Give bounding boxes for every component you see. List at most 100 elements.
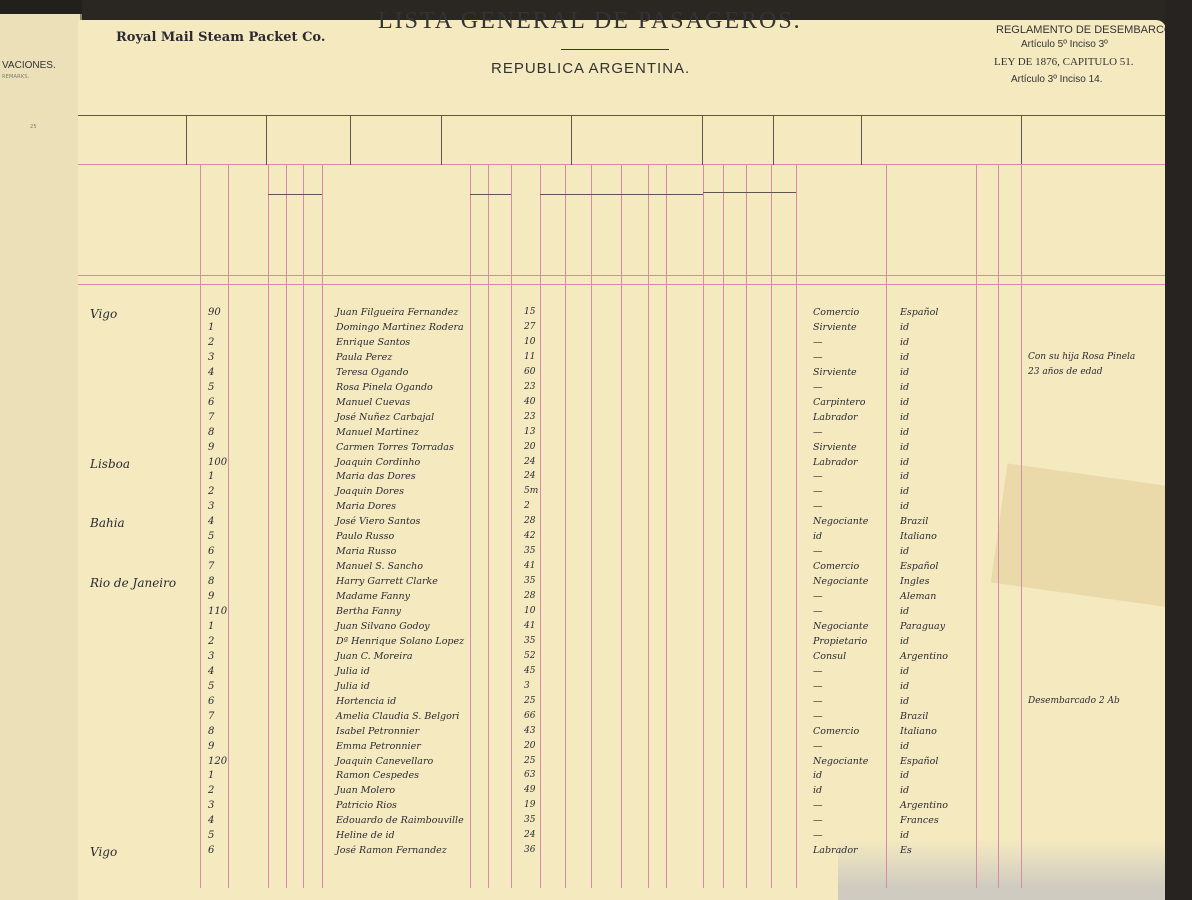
passenger-name: Rosa Pinela Ogando <box>336 381 433 393</box>
nationality: id <box>900 441 910 453</box>
profession: — <box>813 710 823 722</box>
nationality: Español <box>900 755 939 767</box>
order-number: 1 <box>208 770 215 782</box>
profession: Comercio <box>813 725 860 737</box>
passenger-age: 25 <box>524 755 536 766</box>
passenger-age: 42 <box>524 531 536 542</box>
profession: Negociante <box>813 755 869 767</box>
passenger-age: 63 <box>524 770 536 781</box>
header-bottom-rule <box>78 275 1166 276</box>
order-number: 100 <box>208 456 228 468</box>
passenger-age: 66 <box>524 710 536 721</box>
passenger-name: Amelia Claudia S. Belgori <box>336 710 460 722</box>
passenger-age: 10 <box>524 336 536 347</box>
nationality: Brazil <box>900 710 929 722</box>
table-row: 9 Madame Fanny 28 — Aleman <box>78 591 1166 606</box>
profession: Consul <box>813 650 847 662</box>
profession: — <box>813 426 823 438</box>
nationality: id <box>900 680 910 692</box>
order-number: 5 <box>208 381 215 393</box>
order-number: 120 <box>208 755 228 767</box>
order-number: 5 <box>208 531 215 543</box>
table-row: 2 Dª Henrique Solano Lopez 35 Propietario id <box>78 636 1166 651</box>
nationality: id <box>900 471 910 483</box>
order-number: 9 <box>208 441 215 453</box>
nationality: id <box>900 665 910 677</box>
ship-table-bottom-rule <box>78 164 1166 165</box>
nationality: id <box>900 635 910 647</box>
order-number: 9 <box>208 591 215 603</box>
nationality: id <box>900 456 910 468</box>
table-row: 1 Domingo Martinez Rodera 27 Sirviente id <box>78 322 1166 337</box>
port-of-embarkation: Rio de Janeiro <box>90 576 177 591</box>
order-number: 2 <box>208 486 215 498</box>
passenger-name: Carmen Torres Torradas <box>336 441 454 453</box>
estado-group-rule <box>540 194 621 195</box>
table-row: 1 Juan Silvano Godoy 41 Negociante Paraguay <box>78 621 1166 636</box>
table-row: 2 Joaquin Dores 5m — id <box>78 486 1166 501</box>
left-page-number: 25 <box>30 124 37 130</box>
passenger-age: 2 <box>524 501 530 512</box>
profession: — <box>813 591 823 603</box>
table-row: 2 Juan Molero 49 id id <box>78 785 1166 800</box>
torn-edge <box>838 840 1192 900</box>
left-page-label: VACIONES. <box>2 60 56 71</box>
profession: Negociante <box>813 620 869 632</box>
passenger-age: 27 <box>524 321 536 332</box>
table-row: 6 Maria Russo 35 — id <box>78 546 1166 561</box>
column-rule <box>268 164 269 888</box>
nationality: id <box>900 695 910 707</box>
column-rule <box>771 164 772 888</box>
order-number: 1 <box>208 321 215 333</box>
passenger-name: Juan Filgueira Fernandez <box>336 307 459 318</box>
passenger-name: Manuel Martinez <box>336 426 419 438</box>
order-number: 110 <box>208 606 228 617</box>
port-of-embarkation: Vigo <box>90 307 118 321</box>
order-number: 3 <box>208 800 215 812</box>
order-number: 4 <box>208 516 215 528</box>
title-rule <box>561 49 669 50</box>
column-rule <box>976 164 977 888</box>
passenger-age: 10 <box>524 606 536 616</box>
passenger-name: Patricio Rios <box>336 800 397 812</box>
table-row: Vigo 90 Juan Filgueira Fernandez 15 Comercio… <box>78 307 1166 322</box>
table-row: 120 Joaquin Canevellaro 25 Negociante Españo… <box>78 756 1166 771</box>
left-page: VACIONES. REMARKS. 25 <box>0 14 82 900</box>
passenger-name: Madame Fanny <box>336 591 411 603</box>
table-row: 2 Enrique Santos 10 — id <box>78 337 1166 352</box>
passenger-name: Dª Henrique Solano Lopez <box>336 635 465 647</box>
table-row: 3 Maria Dores 2 — id <box>78 501 1166 516</box>
passenger-age: 41 <box>524 620 536 631</box>
religion-group-rule <box>621 194 703 195</box>
order-number: 5 <box>208 680 215 692</box>
passenger-age: 35 <box>524 635 536 646</box>
order-number: 2 <box>208 785 215 797</box>
passenger-name: José Ramon Fernandez <box>336 845 447 857</box>
table-row: 4 Edouardo de Raimbouville 35 — Frances <box>78 815 1166 830</box>
remark-text: Con su hija Rosa Pinela <box>1028 351 1136 362</box>
nationality: id <box>900 381 910 393</box>
passenger-name: Enrique Santos <box>336 336 411 348</box>
passenger-name: Isabel Petronnier <box>336 725 420 737</box>
passenger-age: 15 <box>524 307 536 317</box>
column-rule <box>998 164 999 888</box>
scan-edge <box>1165 0 1192 900</box>
table-row: 5 Heline de id 24 — id <box>78 830 1166 845</box>
profession: id <box>813 785 823 797</box>
nationality: id <box>900 740 910 752</box>
passenger-age: 49 <box>524 785 536 796</box>
profession: — <box>813 800 823 812</box>
nationality: id <box>900 321 910 333</box>
passenger-name: Juan Molero <box>336 785 396 797</box>
order-number: 3 <box>208 650 215 662</box>
passenger-age: 5m <box>524 486 539 497</box>
profession: — <box>813 381 823 393</box>
regulation-line-2: Artículo 5º Inciso 3º <box>1021 39 1108 50</box>
passenger-age: 35 <box>524 576 536 587</box>
passenger-name: Juan Silvano Godoy <box>336 620 430 632</box>
order-number: 1 <box>208 471 215 483</box>
remark-text: 23 años de edad <box>1028 366 1103 377</box>
column-rule <box>648 164 649 888</box>
column-rule <box>886 164 887 888</box>
table-row: 3 Paula Perez 11 — id <box>78 352 1166 367</box>
